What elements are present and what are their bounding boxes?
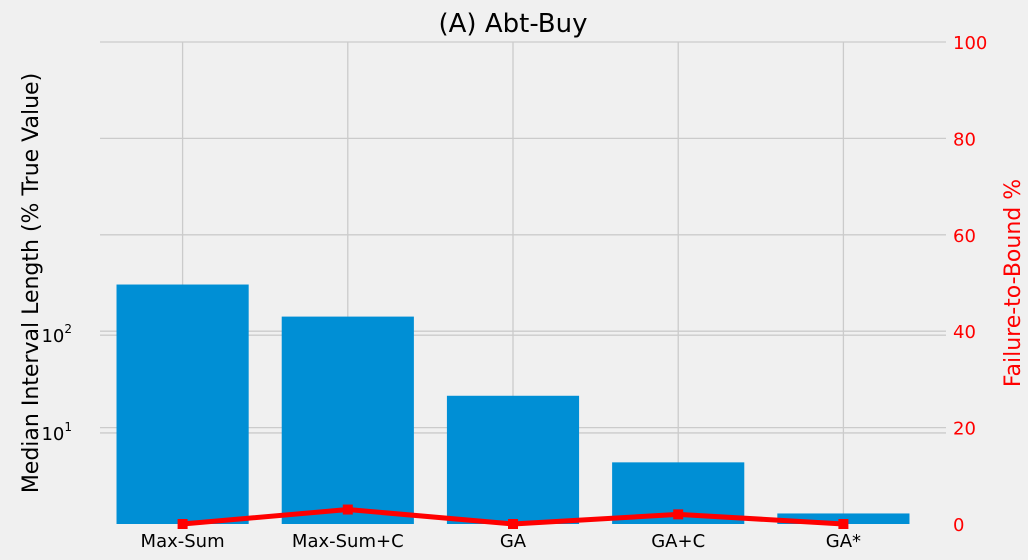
- chart-title: (A) Abt-Buy: [439, 9, 588, 39]
- bar-ga: [446, 395, 580, 524]
- failure-point-ga-: [838, 519, 849, 529]
- y-axis-label-left: Median Interval Length (% True Value): [19, 73, 44, 493]
- x-tick-label-ga: GA: [500, 531, 527, 552]
- y-tick-label-left-2: 102: [41, 322, 72, 347]
- y-tick-label-right-60: 60: [953, 226, 976, 247]
- x-tick-label-ga-: GA*: [826, 531, 861, 552]
- y-axis-label-right: Failure-to-Bound %: [1001, 179, 1026, 387]
- tick-labels: Max-Sum Max-Sum+C GA GA+C GA* 101 102 0 20 40 60 80…: [41, 33, 987, 552]
- failure-point-ga: [508, 519, 518, 529]
- failure-point-max-sum: [177, 519, 188, 529]
- failure-point-ga-c: [673, 509, 684, 520]
- y-tick-label-left-1: 101: [41, 420, 72, 445]
- line-series: [177, 504, 849, 529]
- y-tick-label-right-0: 0: [953, 515, 964, 536]
- x-tick-label-ga-c: GA+C: [651, 531, 705, 552]
- bar-max-sum: [116, 284, 249, 524]
- y-tick-label-right-80: 80: [953, 129, 976, 150]
- bar-max-sum-c: [281, 316, 414, 524]
- x-tick-label-max-sum-c: Max-Sum+C: [292, 531, 404, 552]
- failure-point-max-sum-c: [342, 504, 353, 515]
- bar-ga-: [777, 513, 910, 524]
- y-tick-label-right-20: 20: [953, 419, 976, 440]
- y-tick-label-right-100: 100: [953, 33, 987, 54]
- y-tick-label-right-40: 40: [953, 322, 976, 343]
- x-tick-label-max-sum: Max-Sum: [141, 531, 225, 552]
